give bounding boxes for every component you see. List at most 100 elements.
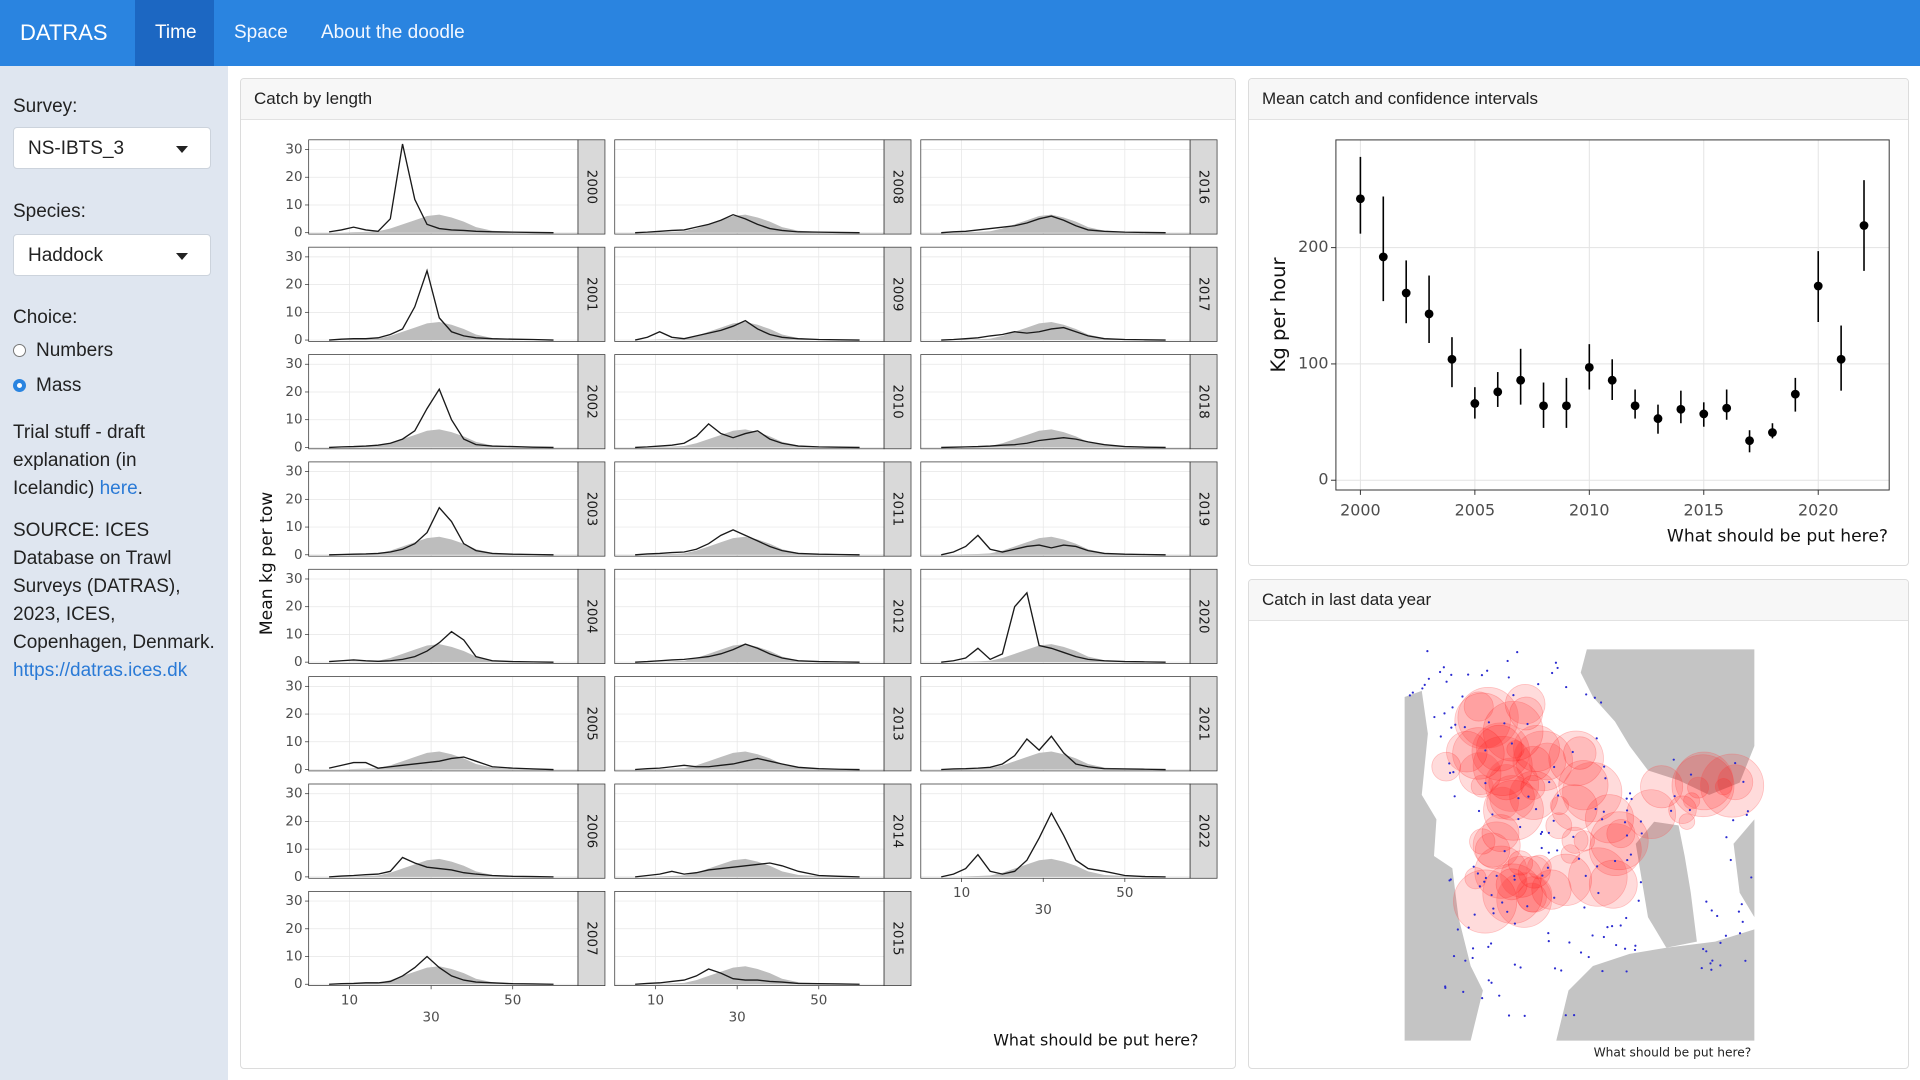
bubble xyxy=(1474,832,1511,868)
station xyxy=(1553,765,1556,769)
mean-point xyxy=(1722,403,1732,413)
station xyxy=(1537,683,1540,686)
nav-tab[interactable]: Space xyxy=(234,22,288,43)
reference-area xyxy=(329,429,554,448)
y-tick-label: 30 xyxy=(285,572,302,587)
radio-option[interactable]: Mass xyxy=(13,375,81,397)
station xyxy=(1501,901,1504,904)
station xyxy=(1585,693,1588,696)
station xyxy=(1448,771,1452,775)
source-link[interactable]: https://datras.ices.dk xyxy=(13,660,188,681)
reference-area xyxy=(329,536,554,555)
mean-point xyxy=(1401,288,1411,298)
catch-line xyxy=(329,506,554,556)
station xyxy=(1709,962,1712,965)
bubble xyxy=(1678,813,1696,830)
bubble xyxy=(1504,683,1546,725)
station xyxy=(1737,910,1741,913)
station xyxy=(1513,963,1516,966)
facet-label: 2015 xyxy=(890,921,905,955)
nav-tab[interactable]: About the doodle xyxy=(321,22,465,43)
facet-label: 2013 xyxy=(890,707,905,741)
station xyxy=(1610,925,1614,928)
station xyxy=(1461,695,1464,698)
radio-button[interactable] xyxy=(13,344,26,357)
catch-line xyxy=(635,422,860,449)
mean-point xyxy=(1493,387,1503,397)
station xyxy=(1477,809,1481,813)
bubble xyxy=(1513,725,1560,772)
note-text: Trial stuff - draft explanation (in Icel… xyxy=(13,422,145,499)
facet-strip xyxy=(883,461,912,557)
facet-strip xyxy=(577,354,606,450)
station xyxy=(1629,853,1633,856)
catch-line xyxy=(941,437,1166,449)
reference-area xyxy=(941,214,1166,233)
station xyxy=(1626,858,1629,862)
bubble xyxy=(1481,814,1520,852)
bubble xyxy=(1472,821,1521,870)
station xyxy=(1634,944,1637,947)
station xyxy=(1519,966,1522,969)
reference-area xyxy=(635,644,860,663)
station xyxy=(1462,990,1465,993)
bubble xyxy=(1518,855,1551,889)
y-tick-label: 0 xyxy=(294,977,303,992)
station xyxy=(1433,715,1436,719)
facet-label: 2008 xyxy=(890,170,905,204)
y-tick-label: 20 xyxy=(285,707,302,722)
facet-label: 2010 xyxy=(890,385,905,419)
station xyxy=(1507,676,1510,679)
note-link[interactable]: here xyxy=(99,478,138,499)
station xyxy=(1556,666,1559,670)
y-axis-title: Mean kg per tow xyxy=(257,492,277,635)
mean-point xyxy=(1745,436,1754,446)
catch-line xyxy=(941,534,1166,556)
station xyxy=(1541,874,1544,877)
facet-strip xyxy=(1189,783,1218,879)
station xyxy=(1604,777,1607,780)
survey-select[interactable]: NS-IBTS_3 xyxy=(13,127,211,169)
nav-tab[interactable]: Time xyxy=(135,0,214,66)
station xyxy=(1547,851,1550,854)
station xyxy=(1724,934,1728,937)
bubble xyxy=(1506,740,1525,759)
facet-strip xyxy=(883,890,912,986)
bubble xyxy=(1471,722,1530,781)
y-tick-label: 20 xyxy=(285,814,302,829)
station xyxy=(1438,670,1442,674)
facet-strip xyxy=(1189,139,1218,235)
reference-area xyxy=(941,751,1166,770)
radio-option[interactable]: Numbers xyxy=(13,340,113,362)
station xyxy=(1625,797,1628,800)
station xyxy=(1495,874,1498,877)
station xyxy=(1553,967,1557,970)
catch-line xyxy=(329,856,554,878)
y-tick-label: 10 xyxy=(285,305,302,320)
station xyxy=(1734,761,1737,765)
length-chart: 2000010203020010102030200201020302003010… xyxy=(257,139,1218,1049)
station xyxy=(1551,671,1554,675)
station xyxy=(1481,996,1484,1000)
station xyxy=(1615,943,1618,947)
catch-line xyxy=(329,387,554,449)
bubble xyxy=(1515,876,1553,913)
x-tick-label: 50 xyxy=(1116,886,1133,901)
radio-button[interactable] xyxy=(13,379,26,392)
brand[interactable]: DATRAS xyxy=(20,20,108,45)
station xyxy=(1601,818,1604,821)
x-tick-label: 30 xyxy=(729,1010,746,1025)
station xyxy=(1507,1014,1511,1017)
bubble xyxy=(1626,789,1677,839)
station xyxy=(1702,947,1705,951)
catch-line xyxy=(635,213,860,234)
station xyxy=(1439,735,1442,738)
station xyxy=(1426,650,1429,653)
bubble xyxy=(1482,863,1543,924)
station xyxy=(1729,858,1732,862)
bubble xyxy=(1558,760,1609,811)
station xyxy=(1553,896,1556,899)
station xyxy=(1669,809,1673,812)
species-select[interactable]: Haddock xyxy=(13,234,211,276)
station xyxy=(1599,701,1603,704)
